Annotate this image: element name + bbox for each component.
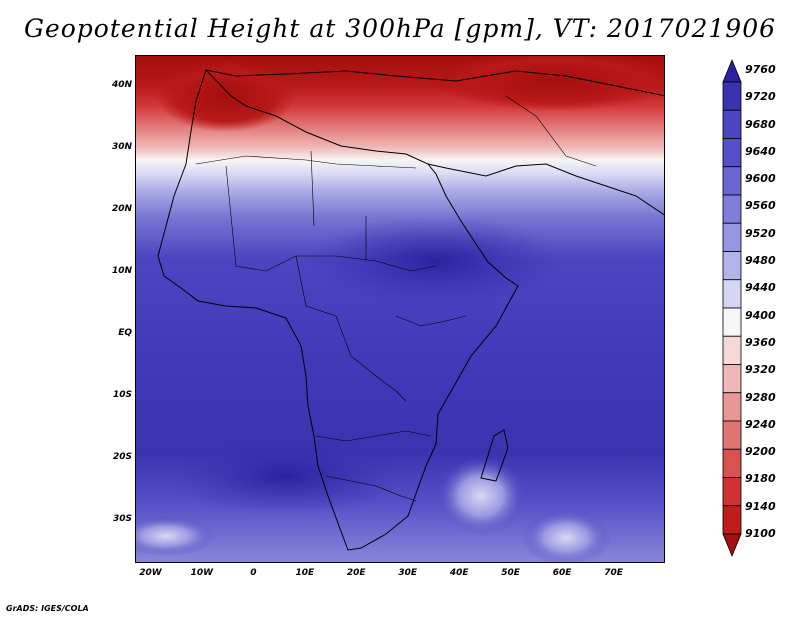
lon-tick-label: 20W [139, 568, 162, 578]
lat-tick-label: 30N [111, 141, 132, 152]
colorbar-segment [722, 109, 742, 139]
colorbar-level-label: 9400 [745, 308, 776, 322]
colorbar-segment [722, 477, 742, 507]
lon-tick-label: 0 [250, 568, 257, 578]
colorbar-segment [722, 392, 742, 422]
lat-tick-label: 10N [111, 265, 132, 276]
colorbar-segment [722, 364, 742, 394]
lon-tick-label: 10W [190, 568, 214, 578]
colorbar-segment [722, 194, 742, 224]
colorbar-segment [722, 138, 742, 168]
colorbar [722, 58, 742, 558]
lat-tick-label: 10S [112, 389, 132, 400]
colorbar-segment [722, 166, 742, 196]
colorbar-cap-top [722, 58, 742, 83]
chart-title: Geopotential Height at 300hPa [gpm], VT:… [23, 14, 777, 43]
colorbar-segment [722, 335, 742, 365]
lon-tick-label: 50E [501, 568, 520, 578]
colorbar-cap-bottom [722, 533, 742, 558]
colorbar-segment [722, 279, 742, 309]
colorbar-level-label: 9100 [745, 527, 776, 540]
lat-tick-label: 20S [112, 451, 132, 462]
colorbar-level-label: 9200 [745, 445, 776, 459]
lon-tick-label: 70E [604, 568, 623, 578]
colorbar-segment [722, 448, 742, 478]
colorbar-level-label: 9600 [745, 172, 776, 186]
colorbar-segment [722, 505, 742, 535]
map-plot-area [135, 55, 665, 563]
colorbar-segment [722, 251, 742, 281]
colorbar-level-label: 9680 [745, 117, 776, 131]
colorbar-level-label: 9140 [745, 499, 776, 513]
lon-tick-label: 10E [295, 568, 315, 578]
colorbar-segment [722, 307, 742, 337]
colorbar-level-label: 9760 [745, 63, 776, 76]
lon-tick-label: 30E [398, 568, 418, 578]
lat-tick-label: 30S [112, 513, 132, 524]
colorbar-level-label: 9440 [745, 281, 776, 295]
colorbar-segment [722, 420, 742, 450]
colorbar-level-label: 9520 [745, 226, 776, 240]
colorbar-level-label: 9480 [745, 254, 776, 268]
colorbar-level-label: 9360 [745, 335, 776, 349]
colorbar-level-label: 9240 [745, 417, 776, 431]
lon-tick-label: 20E [346, 568, 366, 578]
footer-credit: GrADS: IGES/COLA [6, 604, 89, 613]
lon-tick-label: 60E [552, 568, 572, 578]
colorbar-segment [722, 222, 742, 252]
lat-tick-label: 20N [111, 203, 132, 214]
colorbar-level-label: 9320 [745, 363, 776, 377]
colorbar-level-label: 9640 [745, 144, 776, 158]
lon-tick-label: 40E [449, 568, 469, 578]
geopotential-field [136, 56, 664, 562]
lat-tick-label: EQ [118, 327, 132, 338]
lat-tick-label: 40N [111, 79, 132, 90]
colorbar-level-label: 9180 [745, 472, 776, 486]
colorbar-segment [722, 81, 742, 111]
colorbar-level-label: 9560 [745, 199, 776, 213]
colorbar-level-label: 9720 [745, 90, 776, 104]
colorbar-level-label: 9280 [745, 390, 776, 404]
